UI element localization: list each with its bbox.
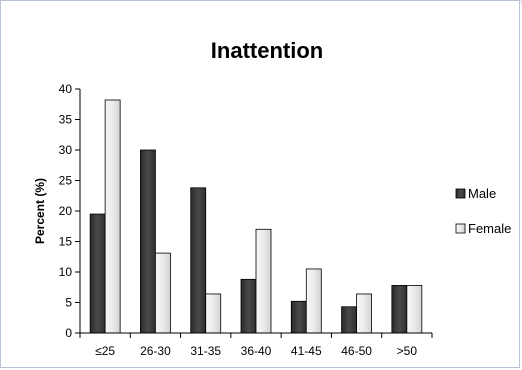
bar-female <box>104 99 121 334</box>
x-tick-label: 41-45 <box>291 344 322 358</box>
y-tick-label: 0 <box>65 326 72 340</box>
bar-female <box>305 268 322 334</box>
y-tick-label: 40 <box>59 82 73 96</box>
bar-male <box>240 278 257 334</box>
y-tick-label: 30 <box>59 143 73 157</box>
y-tick-label: 25 <box>59 174 73 188</box>
bar-female <box>205 293 222 334</box>
legend: Male Female <box>455 186 511 236</box>
bar-male <box>391 285 408 334</box>
y-axis-label: Percent (%) <box>33 178 47 244</box>
bar-male <box>341 306 357 334</box>
y-tick-label: 10 <box>59 265 73 279</box>
legend-label-female: Female <box>468 221 511 236</box>
x-tick-label: 36-40 <box>241 344 272 358</box>
chart-title: Inattention <box>211 38 323 63</box>
x-tick-label: 31-35 <box>190 344 221 358</box>
bar-male <box>190 187 207 334</box>
plot-area: 0 5 10 15 20 25 30 35 40 ≤25 26-30 31-35 36-40 41-45 4… <box>59 82 433 358</box>
legend-swatch-male <box>455 188 466 199</box>
bar-female <box>406 285 423 334</box>
legend-swatch-female <box>455 223 466 234</box>
x-tick-label: 26-30 <box>140 344 171 358</box>
bar-female <box>155 252 171 334</box>
y-tick-label: 20 <box>59 204 73 218</box>
x-tick-label: ≤25 <box>95 344 115 358</box>
y-tick-label: 5 <box>65 296 72 310</box>
y-tick-label: 15 <box>59 235 73 249</box>
y-tick-label: 35 <box>59 113 73 127</box>
x-tick-label: >50 <box>397 344 418 358</box>
bar-male <box>140 149 156 334</box>
bar-female <box>255 228 272 334</box>
bar-male <box>290 300 307 334</box>
legend-label-male: Male <box>468 186 496 201</box>
bar-male <box>89 213 106 334</box>
bar-female <box>356 293 372 334</box>
x-tick-label: 46-50 <box>341 344 372 358</box>
